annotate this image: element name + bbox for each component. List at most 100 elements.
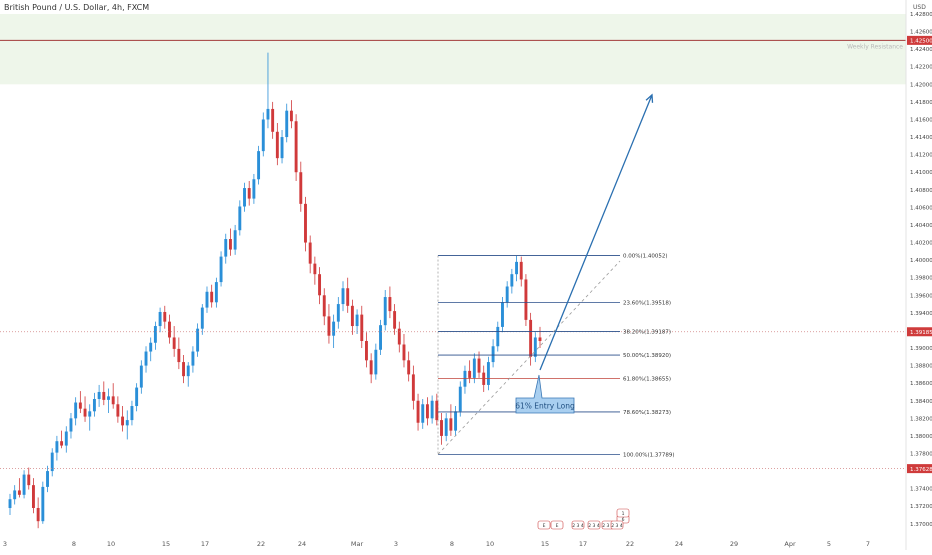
- candle-body: [8, 499, 12, 508]
- candle-body: [78, 402, 82, 409]
- y-tick-label: 1.39000: [910, 346, 932, 352]
- candle-body: [13, 490, 17, 500]
- candle-body: [510, 274, 514, 287]
- fib-level-label: 23.60%(1.39518): [623, 300, 671, 306]
- y-tick-label: 1.37800: [910, 451, 932, 457]
- candle-body: [224, 239, 228, 257]
- candle-body: [46, 471, 49, 487]
- price-axis-unit: USD: [913, 4, 926, 11]
- candle-body: [102, 391, 106, 400]
- y-tick-label: 1.37400: [910, 487, 932, 493]
- candle-body: [36, 507, 40, 522]
- candle-body: [238, 206, 242, 231]
- candle-body: [336, 304, 340, 322]
- candle-body: [435, 400, 439, 421]
- candle-body: [31, 485, 35, 508]
- x-tick-label: 7: [866, 540, 870, 548]
- candle-body: [219, 256, 223, 283]
- candle-body: [196, 328, 200, 352]
- y-tick-label: 1.41600: [910, 117, 932, 123]
- candle-body: [257, 151, 261, 180]
- candle-body: [243, 188, 246, 207]
- lower-price-tag-bg: [907, 464, 932, 474]
- candle-body: [60, 441, 64, 446]
- candle-body: [449, 418, 453, 431]
- candle-body: [177, 348, 181, 363]
- candle-body: [41, 486, 45, 522]
- candle-body: [355, 314, 359, 327]
- candle-body: [135, 387, 139, 407]
- candle-body: [444, 418, 448, 436]
- x-tick-label: 22: [257, 540, 265, 548]
- candle-body: [121, 416, 125, 426]
- candle-body: [294, 121, 298, 173]
- resistance-label: Weekly Resistance: [847, 43, 903, 50]
- candle-body: [360, 314, 364, 341]
- event-badge[interactable]: [537, 520, 551, 530]
- axis-layer: 3 8 10 15 17 22 24 Mar 3 8 10 15 17 22 24 29 Apr 5 7 USD 1.3…: [3, 0, 932, 550]
- event-badge[interactable]: [550, 520, 564, 530]
- candle-body: [158, 311, 162, 327]
- price-axis: [906, 0, 932, 550]
- candle-body: [182, 362, 185, 377]
- y-tick-label: 1.39800: [910, 276, 932, 282]
- trend-line: [437, 260, 621, 455]
- candle-body: [374, 349, 378, 375]
- fib-level-label: 100.00%(1.37789): [623, 452, 675, 458]
- candle-body: [365, 340, 368, 361]
- event-badge-label: 2 3 4: [588, 523, 600, 529]
- candle-body: [393, 311, 397, 329]
- y-tick-label: 1.38400: [910, 399, 932, 405]
- y-tick-label: 1.37200: [910, 504, 932, 510]
- candle-body: [472, 358, 476, 378]
- candle-body: [130, 406, 134, 421]
- candle-body: [289, 110, 293, 122]
- candle-body: [27, 474, 31, 486]
- y-tick-label: 1.40600: [910, 205, 932, 211]
- x-tick-label: 29: [730, 540, 738, 548]
- candle-body: [388, 297, 392, 312]
- y-tick-label: 1.41200: [910, 153, 932, 159]
- projection-arrow-head: [645, 93, 654, 103]
- candle-body: [17, 490, 21, 495]
- candle-body: [463, 370, 467, 387]
- candle-body: [407, 360, 411, 375]
- y-tick-label: 1.41400: [910, 135, 932, 141]
- candle-body: [350, 305, 354, 327]
- candle-body: [168, 321, 171, 338]
- candle-body: [322, 295, 326, 317]
- event-badge[interactable]: [571, 520, 585, 530]
- y-tick-label: 1.42200: [910, 65, 932, 71]
- candle-body: [144, 351, 148, 366]
- candle-body: [200, 307, 204, 329]
- event-badge[interactable]: [610, 520, 624, 530]
- candle-body: [346, 288, 350, 306]
- event-badge[interactable]: [587, 520, 601, 530]
- candle-body: [482, 372, 486, 385]
- candle-body: [275, 131, 279, 159]
- candles-layer: [8, 52, 542, 529]
- event-badge-label: E: [543, 523, 546, 529]
- y-tick-label: 1.37000: [910, 522, 932, 528]
- candle-body: [501, 302, 504, 327]
- event-badge[interactable]: [616, 508, 630, 518]
- resistance-price-tag-bg: [907, 35, 932, 45]
- chart-title: British Pound / U.S. Dollar, 4h, FXCM: [4, 3, 150, 12]
- event-badge-label: 6: [622, 517, 625, 523]
- y-tick-label: 1.40200: [910, 241, 932, 247]
- y-tick-label: 1.42600: [910, 30, 932, 36]
- x-tick-label: 24: [675, 540, 683, 548]
- candle-body: [454, 411, 458, 431]
- candle-body: [496, 326, 500, 347]
- fib-level-label: 61.80%(1.38655): [623, 376, 671, 382]
- x-tick-label: 17: [579, 540, 587, 548]
- candle-body: [97, 391, 101, 399]
- candle-body: [538, 337, 542, 341]
- x-tick-label: 5: [827, 540, 831, 548]
- fib-level-label: 38.20%(1.39187): [623, 330, 671, 336]
- candle-body: [519, 261, 523, 280]
- y-tick-label: 1.41000: [910, 170, 932, 176]
- candle-body: [214, 282, 218, 303]
